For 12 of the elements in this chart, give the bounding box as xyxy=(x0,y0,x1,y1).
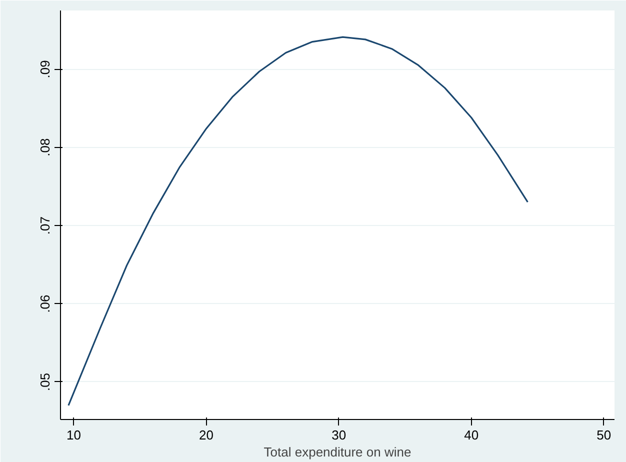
y-tick-label: .08 xyxy=(38,138,52,156)
y-tick-label: .07 xyxy=(38,216,52,235)
x-tick-label: 20 xyxy=(199,428,214,442)
y-tick-label: .05 xyxy=(38,372,52,391)
x-tick-label: 10 xyxy=(66,428,81,442)
y-tick-label: .09 xyxy=(38,60,52,78)
line-series xyxy=(68,36,528,406)
x-tick-label: 50 xyxy=(596,428,612,442)
x-tick-label: 40 xyxy=(464,428,479,442)
x-axis-title: Total expenditure on wine xyxy=(264,444,412,460)
x-tick-label: 30 xyxy=(332,428,346,442)
y-tick-label: .06 xyxy=(38,294,52,313)
